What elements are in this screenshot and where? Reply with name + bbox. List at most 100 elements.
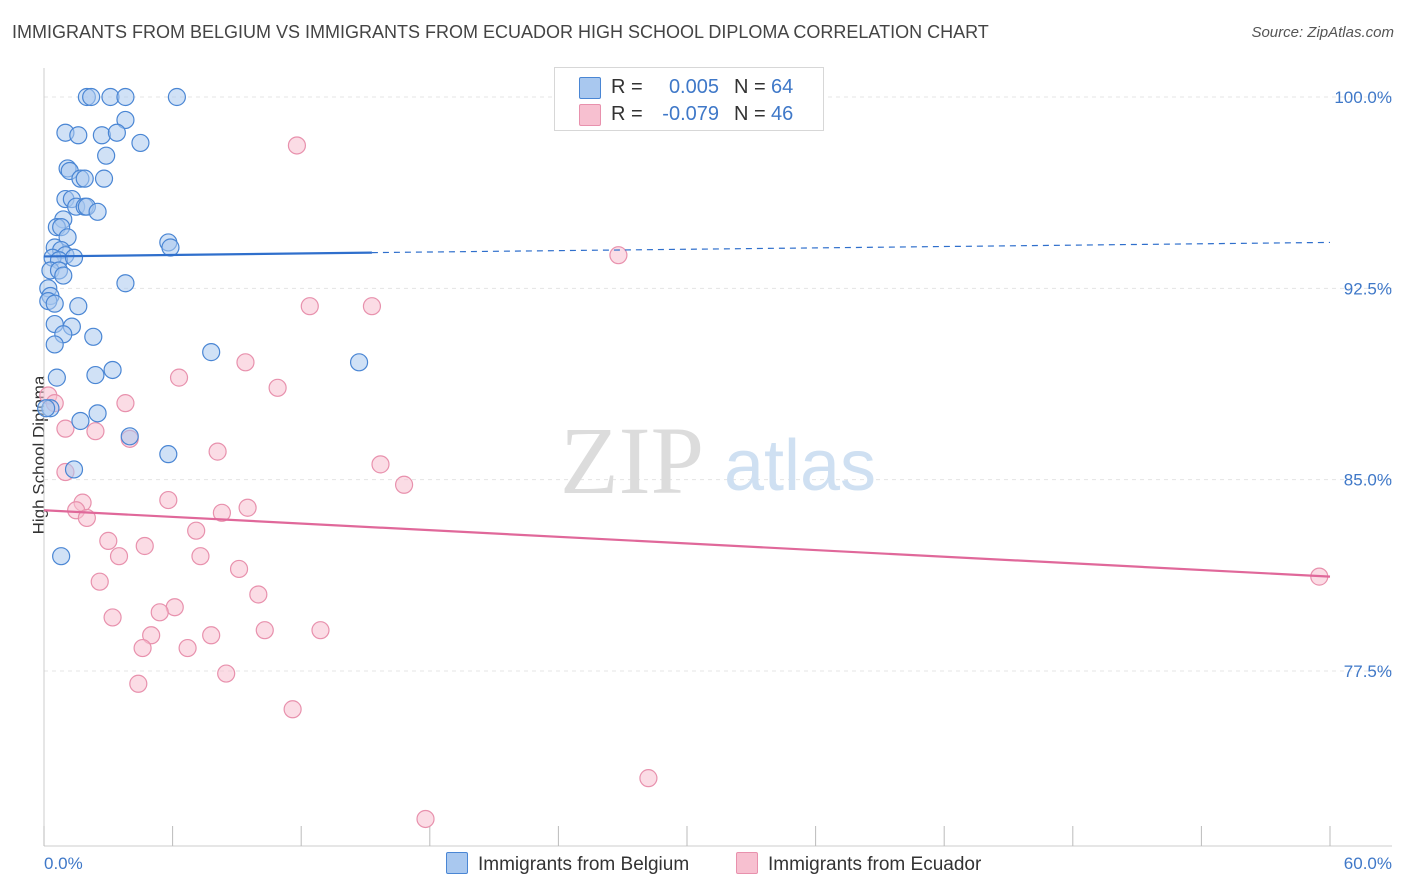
belgium-point [88,202,107,221]
belgium-point [88,404,107,423]
belgium-point [202,343,221,362]
ecuador-point [371,455,390,474]
belgium-point [54,266,73,285]
chart-source: Source: ZipAtlas.com [1251,24,1394,41]
belgium-point [97,146,116,165]
belgium-point [94,169,114,188]
ecuador-point [268,378,287,397]
ecuador-point [283,700,302,719]
belgium-point [52,547,71,566]
belgium-trend-extension [371,241,1331,254]
trend-lines [43,241,1331,578]
ecuador-point [212,503,231,522]
belgium-point [159,445,178,464]
belgium-point [64,248,84,267]
chart-title: IMMIGRANTS FROM BELGIUM VS IMMIGRANTS FR… [12,22,989,42]
belgium-point [161,238,180,257]
belgium-point [84,327,103,346]
ecuador-point [86,422,105,441]
legend-r-value: 0.005 [668,76,719,98]
x-tick-label: 0.0% [44,854,83,873]
legend-item-ecuador: Immigrants from Ecuador [736,852,981,876]
belgium-point [131,133,150,153]
ecuador-point [229,559,249,579]
ecuador-point [202,626,221,645]
stats-legend: R = 0.005 N = 64 R = -0.079 N = 46 [554,67,824,131]
belgium-point [349,353,369,372]
ecuador-point [236,353,255,372]
ecuador-point [159,490,178,510]
gridlines [44,96,1392,672]
ecuador-point [287,136,307,155]
ecuador-point [142,626,161,645]
belgium-point [69,297,88,316]
legend-r-label: R = [611,103,643,125]
belgium-point [64,460,84,479]
ecuador-point [56,419,75,438]
belgium-point [103,360,122,380]
tick-labels: 77.5% 85.0% 92.5% 100.0% 0.0% 60.0% [44,88,1392,873]
legend-label-belgium: Immigrants from Belgium [478,854,690,875]
y-tick-label: 100.0% [1334,88,1392,107]
ecuador-point [255,621,274,640]
ecuador-point [249,585,268,604]
belgium-point [167,87,186,107]
belgium-trend-line [43,251,372,258]
ecuador-point [394,475,414,494]
belgium-point [107,123,126,142]
belgium-point [116,87,135,107]
ecuador-point [90,572,109,591]
legend-r-value: -0.079 [662,103,719,125]
legend-swatch-belgium [579,77,601,99]
ecuador-point [150,603,169,622]
ecuador-point [135,536,154,556]
legend-r-label: R = [611,76,643,98]
legend-swatch-ecuador [579,104,601,126]
y-tick-label: 92.5% [1344,279,1392,298]
legend-n-value: 46 [771,103,794,125]
legend-n-value: 64 [771,76,794,98]
y-tick-label: 85.0% [1344,471,1392,490]
belgium-point [69,126,88,145]
ecuador-trend-line [43,509,1331,578]
belgium-point [92,126,111,145]
belgium-point [45,294,64,313]
legend-item-belgium: Immigrants from Belgium [446,852,689,876]
legend-n-label: N = [734,103,766,125]
ecuador-points [39,136,1329,829]
ecuador-point [109,547,129,566]
ecuador-point [208,442,227,461]
belgium-point [37,399,56,418]
legend-n-label: N = [734,76,766,98]
legend-label-ecuador: Immigrants from Ecuador [768,854,982,875]
y-tick-label: 77.5% [1344,662,1392,681]
ecuador-point [416,809,435,829]
belgium-point [45,335,64,354]
belgium-point [120,427,139,446]
ecuador-point [133,638,152,658]
axes [43,68,1392,847]
legend-swatch-belgium [446,852,468,874]
belgium-point [116,274,135,293]
ecuador-point [178,638,197,658]
belgium-point [82,87,101,107]
ecuador-point [311,621,330,640]
ecuador-point [187,521,206,540]
belgium-point [47,368,66,387]
ecuador-point [609,246,628,265]
ecuador-point [129,674,148,693]
ecuador-point [191,547,210,566]
belgium-points [37,87,369,566]
watermark-atlas: atlas [724,426,876,506]
legend-swatch-ecuador [736,852,758,874]
belgium-point [116,110,135,130]
belgium-point [71,411,90,431]
ecuador-point [639,769,658,788]
ecuador-point [217,664,236,683]
belgium-point [75,169,94,188]
ecuador-point [99,531,118,550]
ecuador-point [103,608,122,627]
ecuador-point [362,297,382,316]
watermark-zip: ZIP [560,407,704,514]
